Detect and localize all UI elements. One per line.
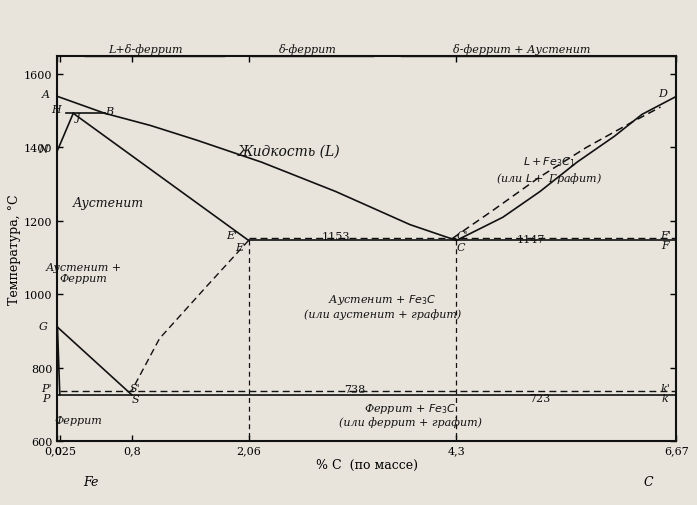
- Text: H: H: [51, 105, 61, 115]
- Text: $L + Fe_3C_1$
(или $L+$ Графит): $L + Fe_3C_1$ (или $L+$ Графит): [496, 155, 602, 186]
- Text: P': P': [41, 383, 52, 393]
- Text: J: J: [76, 113, 80, 123]
- Text: N: N: [38, 145, 48, 155]
- Text: E: E: [236, 242, 243, 252]
- Text: Аустенит +
Феррит: Аустенит + Феррит: [45, 262, 121, 284]
- Text: Феррит: Феррит: [54, 415, 102, 425]
- Text: δ-феррит: δ-феррит: [279, 44, 337, 55]
- Text: 738: 738: [344, 384, 365, 394]
- Text: L+δ-феррит: L+δ-феррит: [108, 44, 183, 55]
- Y-axis label: Температура, °С: Температура, °С: [8, 194, 22, 304]
- Text: Жидкость (L): Жидкость (L): [238, 145, 341, 159]
- Text: Феррит + $Fe_3C$
(или феррит + графит): Феррит + $Fe_3C$ (или феррит + графит): [339, 401, 482, 427]
- Text: δ-феррит + Аустенит: δ-феррит + Аустенит: [452, 44, 590, 55]
- Text: F': F': [660, 230, 671, 240]
- Text: S': S': [130, 383, 141, 393]
- Text: F: F: [661, 240, 669, 250]
- Text: k: k: [661, 393, 668, 403]
- Text: B: B: [105, 107, 114, 117]
- Text: C: C: [643, 475, 653, 488]
- Text: 1153: 1153: [321, 232, 350, 242]
- Text: S: S: [132, 394, 139, 405]
- Text: A: A: [43, 90, 50, 100]
- Text: 723: 723: [529, 393, 551, 403]
- Text: k': k': [660, 383, 670, 393]
- X-axis label: % C  (по массе): % C (по массе): [316, 459, 418, 472]
- Text: Аустенит + $Fe_3C$
(или аустенит + графит): Аустенит + $Fe_3C$ (или аустенит + графи…: [304, 292, 461, 319]
- Text: G: G: [39, 321, 48, 331]
- Text: E': E': [227, 230, 238, 240]
- Text: P: P: [43, 393, 50, 403]
- Text: Аустенит: Аустенит: [73, 196, 144, 210]
- Text: D: D: [658, 89, 667, 99]
- Text: C': C': [457, 230, 468, 240]
- Text: Fe: Fe: [83, 475, 98, 488]
- Text: C: C: [457, 242, 466, 252]
- Text: 1147: 1147: [516, 234, 545, 244]
